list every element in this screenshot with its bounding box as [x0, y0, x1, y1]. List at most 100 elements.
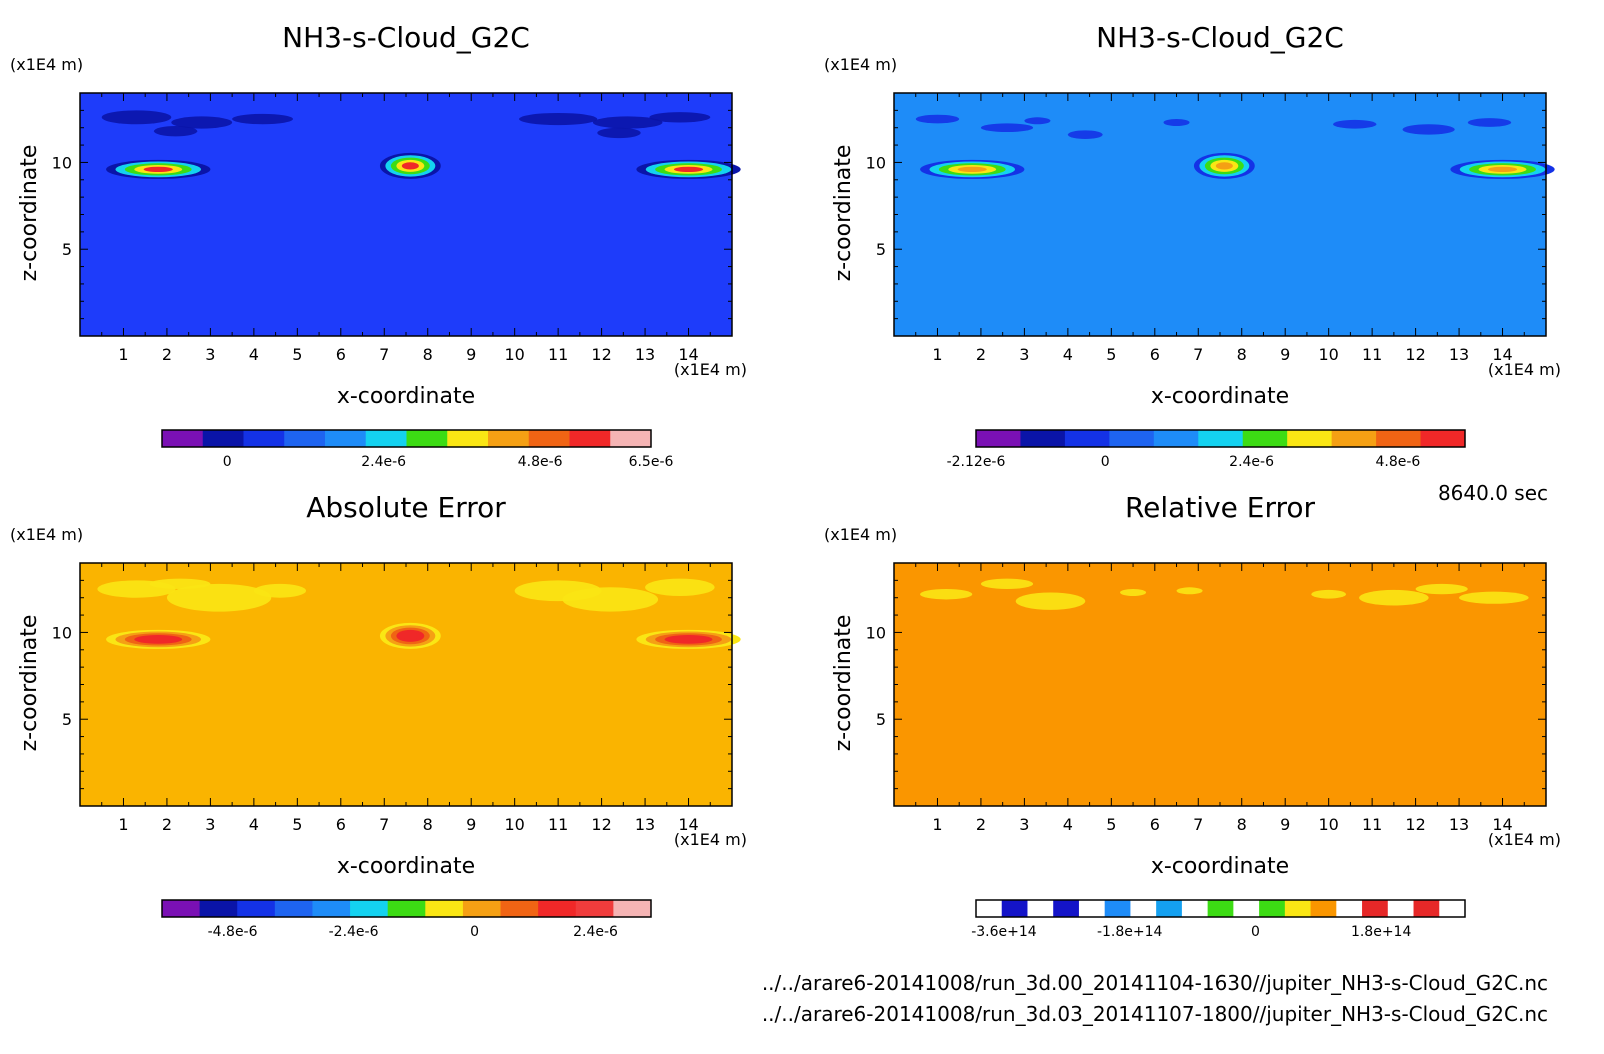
colorbar-segment: [500, 900, 539, 917]
colorbar-tick-label: -2.12e-6: [947, 454, 1006, 470]
plot-area: [894, 563, 1546, 806]
cloud-patch: [1120, 589, 1147, 596]
y-axis-label: z-coordinate: [17, 615, 42, 752]
chart-panel-2: NH3-s-Cloud_G2C(x1E4 m)1 2 3 4 5 6 7 8 9 10 11 12 13…: [824, 21, 1561, 470]
x-tick-label: 6: [1150, 345, 1160, 364]
x-tick-label: 2: [976, 815, 986, 834]
feature-contour: [401, 632, 419, 640]
cloud-patch: [645, 578, 715, 596]
y-tick-label: 5: [62, 710, 72, 729]
x-tick-label: 9: [1280, 345, 1290, 364]
x-tick-label: 11: [1362, 345, 1382, 364]
cloud-patches: [915, 114, 1512, 139]
cloud-patch: [1176, 587, 1203, 595]
colorbar-segment: [1020, 430, 1066, 447]
cloud-feature: [1193, 152, 1255, 179]
colorbar-segment: [462, 900, 502, 917]
colorbar-tick-label: -3.6e+14: [971, 924, 1037, 940]
x-tick-label: 13: [1449, 345, 1469, 364]
x-tick-label: 6: [336, 815, 346, 834]
y-tick-label: 5: [876, 710, 886, 729]
cloud-patch: [1467, 118, 1512, 127]
x-tick-label: 7: [379, 345, 389, 364]
colorbar-segment: [613, 900, 652, 917]
x-axis-label: x-coordinate: [1151, 854, 1289, 879]
colorbar-tick-label: 0: [470, 924, 479, 940]
colorbar-segment: [162, 900, 201, 917]
cloud-patch: [153, 125, 198, 137]
x-tick-label: 2: [162, 345, 172, 364]
x-tick-label: 1: [118, 345, 128, 364]
x-tick-label: 13: [1449, 815, 1469, 834]
x-tick-label: 13: [635, 345, 655, 364]
colorbar-segment: [1310, 900, 1337, 917]
cloud-patches: [920, 578, 1529, 610]
colorbar-segment: [575, 900, 614, 917]
colorbar-segment: [350, 900, 389, 917]
y-unit-label: (x1E4 m): [10, 525, 83, 544]
cloud-patch: [253, 583, 307, 598]
x-tick-label: 3: [205, 345, 215, 364]
colorbar-segment: [1336, 900, 1363, 917]
colorbar-segment: [1362, 900, 1389, 917]
colorbar-segment: [202, 430, 244, 447]
chart-panel-1: NH3-s-Cloud_G2C(x1E4 m)1 2 3 4 5 6 7 8 9 10 11 12 13…: [10, 21, 747, 470]
x-tick-label: 12: [591, 815, 611, 834]
x-axis-label: x-coordinate: [337, 384, 475, 409]
cloud-feature: [379, 152, 441, 179]
x-tick-label: 5: [292, 345, 302, 364]
x-tick-label: 6: [1150, 815, 1160, 834]
cloud-feature: [636, 159, 741, 179]
colorbar: -2.12e-6 0 2.4e-6 4.8e-6: [947, 429, 1466, 470]
colorbar-segment: [1439, 900, 1466, 917]
x-tick-label: 4: [1063, 345, 1073, 364]
colorbar-tick-label: 0: [223, 454, 232, 470]
x-tick-label: 10: [504, 345, 524, 364]
colorbar-segment: [406, 430, 448, 447]
y-unit-label: (x1E4 m): [824, 55, 897, 74]
x-tick-label: 9: [466, 815, 476, 834]
colorbar: -3.6e+14 -1.8e+14 0 1.8e+14: [971, 899, 1466, 940]
cloud-patch: [1459, 591, 1529, 604]
cloud-patch: [1333, 119, 1377, 129]
colorbar-tick-label: 4.8e-6: [1376, 454, 1421, 470]
cloud-patch: [1015, 592, 1086, 610]
cloud-feature: [379, 622, 441, 649]
cloud-patch: [1311, 589, 1347, 599]
x-tick-label: 3: [1019, 345, 1029, 364]
cloud-patch: [649, 112, 711, 123]
cloud-patch: [1163, 119, 1190, 126]
colorbar-segment: [1387, 900, 1415, 917]
colorbar-segment: [365, 430, 407, 447]
feature-contour: [1487, 166, 1518, 173]
x-tick-label: 7: [379, 815, 389, 834]
feature-contour: [1215, 162, 1233, 170]
colorbar-segment: [284, 430, 326, 447]
colorbar-segment: [1331, 430, 1377, 447]
x-unit-label: (x1E4 m): [1488, 830, 1561, 849]
y-unit-label: (x1E4 m): [10, 55, 83, 74]
cloud-patch: [166, 583, 272, 612]
x-tick-label: 8: [423, 815, 433, 834]
cloud-feature: [636, 629, 741, 649]
x-tick-label: 13: [635, 815, 655, 834]
colorbar-segment: [425, 900, 464, 917]
colorbar-segment: [1242, 430, 1288, 447]
chart-panel-4: Relative Error(x1E4 m)1 2 3 4 5 6 7 8 9 10 11 12 13 1…: [824, 491, 1561, 940]
colorbar-tick-label: -2.4e-6: [329, 924, 379, 940]
colorbar-tick-label: 2.4e-6: [1229, 454, 1274, 470]
colorbar-segment: [1198, 430, 1244, 447]
colorbar-tick-label: 1.8e+14: [1351, 924, 1412, 940]
colorbar-segment: [1376, 430, 1422, 447]
y-tick-label: 10: [52, 623, 72, 642]
cloud-patch: [232, 113, 293, 125]
x-axis-label: x-coordinate: [337, 854, 475, 879]
file-path-1: ../../arare6-20141008/run_3d.00_20141104…: [762, 971, 1548, 995]
feature-contour: [673, 166, 704, 173]
colorbar-segment: [1284, 900, 1312, 917]
cloud-patch: [592, 116, 663, 129]
x-unit-label: (x1E4 m): [674, 360, 747, 379]
x-tick-label: 4: [249, 815, 259, 834]
colorbar-segment: [1153, 430, 1199, 447]
